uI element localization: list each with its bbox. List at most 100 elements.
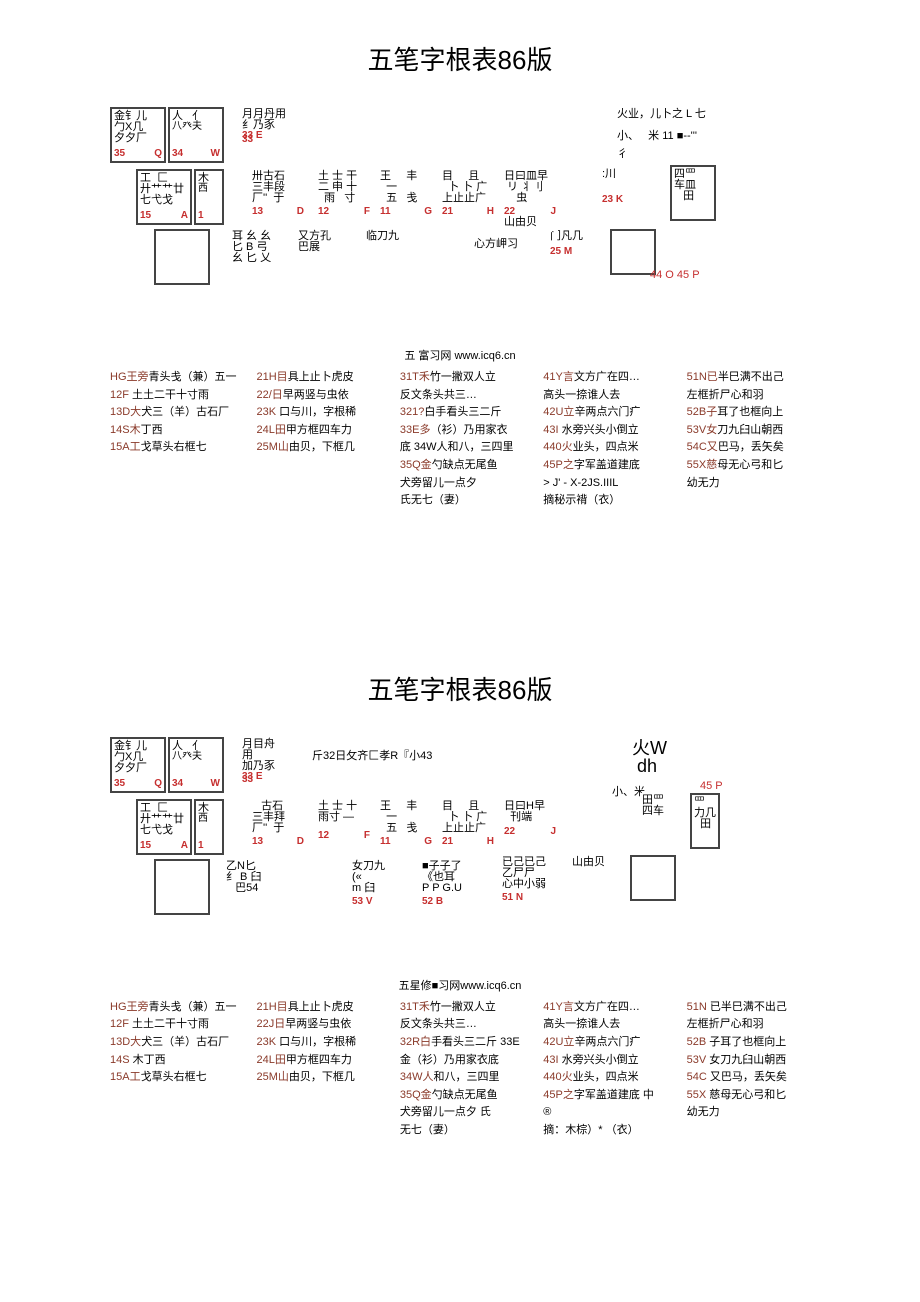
key-glyphs: 罒 力几 田 — [694, 797, 716, 830]
key-cell: 王 丰 一 五 戋11G — [378, 169, 434, 219]
key-cell: 临刀九 — [364, 229, 420, 279]
key-cell: 45 P — [698, 779, 728, 793]
chart-page-1: 五笔字根表86版 金钅儿 勹X几 夕夕厂35Q人 亻八癶夫34W月月丹用 纟乃豕… — [0, 0, 920, 630]
site-label-2: 五星修■习网www.icq6.cn — [0, 977, 920, 993]
page-title-2: 五笔字根表86版 — [0, 670, 920, 707]
mnemonic-line: HG王旁青头戋（兼）五一 — [110, 999, 237, 1017]
mnemonic-line: 21H目具上止卜虎皮 — [257, 369, 380, 387]
key-cell: :川23 K — [600, 167, 640, 207]
mnemonic-line: 23K 口与川，字根稀 — [257, 1034, 380, 1052]
mnemonic-line: 21H目具上止卜虎皮 — [257, 999, 380, 1017]
key-glyphs: 目 且 卜 卜 广 上止止广 — [442, 171, 494, 204]
key-number: 1 — [198, 211, 204, 221]
mnemonic-line: 15A工戈草头右框七 — [110, 1069, 237, 1087]
key-cell: 罒 力几 田 — [690, 793, 720, 849]
key-cell: 金钅儿 勹X几 夕夕厂35Q — [110, 737, 166, 793]
mnemonic-line: 13D大犬三（羊）古石厂 — [110, 404, 237, 422]
mnemonic-line: 24L田甲方框四车力 — [257, 1052, 380, 1070]
mnemonic-line: 底 34W人和八，三四里 — [400, 439, 523, 457]
mnemonic-line: 左框折尸心和羽 — [687, 1016, 810, 1034]
mnemonic-line: 440火业头，四点米 — [543, 1069, 666, 1087]
key-glyphs: 金钅儿 勹X几 夕夕厂 — [114, 741, 162, 774]
mnemonic-line: 43I 水旁兴头小倒立 — [543, 422, 666, 440]
key-cell: 月月丹用 纟乃豕3333 E — [240, 107, 310, 147]
mnemonic-line: 幼无力 — [687, 475, 810, 493]
mnemonic-line: 24L田甲方框四车力 — [257, 422, 380, 440]
key-cell: 工 匚 廾艹艹廿 七弋戈15A — [136, 799, 192, 855]
key-number: 13 — [252, 837, 263, 847]
key-sub: 西 — [198, 814, 220, 824]
key-cell: 月目舟 用 加乃豕3333 E — [240, 737, 300, 787]
key-code: F — [364, 831, 370, 841]
key-glyphs: 山由贝 — [572, 857, 624, 868]
mnemonic-line: 51N 已半巳满不出己 — [687, 999, 810, 1017]
key-number: 35 — [114, 149, 125, 159]
key-number: 1 — [198, 841, 204, 851]
mnemonic-line: 45P之字军盖道建底 中 — [543, 1087, 666, 1105]
mnemonic-line: 42U立辛两点六门疒 — [543, 1034, 666, 1052]
key-number: 22 — [504, 827, 515, 837]
mnemonic-line: 52B 子耳了也框向上 — [687, 1034, 810, 1052]
key-code: Q — [154, 149, 162, 159]
mnemonic-line: 54C 又巴马，丢矢矣 — [687, 1069, 810, 1087]
mnemonic-line: 51N已半巳满不出己 — [687, 369, 810, 387]
key-cell: 木西1 — [194, 169, 224, 225]
key-cell: 工 匚 廾艹艹廿 七弋戈15A — [136, 169, 192, 225]
mnemonic-line: 反文条头共三… — [400, 1016, 523, 1034]
mnemonic-column: HG王旁青头戋（兼）五一12F 土土二干十寸雨13D大犬三（羊）古石厂14S 木… — [110, 999, 237, 1140]
key-code: D — [297, 837, 304, 847]
mnemonic-column: 51N 已半巳满不出己 左框折尸心和羽52B 子耳了也框向上53V 女刀九臼山朝… — [687, 999, 810, 1140]
mnemonic-line: 53V女刀九臼山朝西 — [687, 422, 810, 440]
key-number: 33 — [242, 775, 253, 785]
key-code: H — [487, 837, 494, 847]
key-glyphs: 门凡几 — [550, 231, 596, 242]
key-number: 21 — [442, 207, 453, 217]
key-cell — [630, 855, 676, 901]
mnemonic-line: 14S 木丁西 — [110, 1052, 237, 1070]
key-glyphs: 彳 — [617, 149, 633, 160]
mnemonic-line: 42U立辛两点六门疒 — [543, 404, 666, 422]
mnemonic-line: > J' - X-2JS.IIIL — [543, 475, 666, 493]
key-code: G — [424, 837, 432, 847]
key-code: 25 M — [550, 247, 572, 257]
mnemonic-line: 高头一捺谁人去 — [543, 387, 666, 405]
key-cell: 木西1 — [194, 799, 224, 855]
key-cell: 目 且 卜 卜 广 上止止广21H — [440, 169, 496, 219]
mnemonic-line: 无七（妻） — [400, 1122, 523, 1140]
key-cell: 土 士 干 二 申 十 雨 寸12F — [316, 169, 372, 219]
key-glyphs: 日曰皿早 リ 丬刂 虫 — [504, 171, 556, 204]
key-code: F — [364, 207, 370, 217]
key-cell: 金钅儿 勹X几 夕夕厂 35 Q — [110, 107, 166, 163]
key-cell: 彳 — [615, 147, 635, 161]
mnemonic-line: 23K 口与川，字根稀 — [257, 404, 380, 422]
key-sub: 西 — [198, 184, 220, 194]
key-number: 11 — [380, 207, 391, 217]
key-code: 23 K — [602, 195, 623, 205]
key-glyphs: 山由贝 — [504, 217, 556, 228]
mnemonic-line: 25M山由贝，下框几 — [257, 439, 380, 457]
mnemonic-line: 12F 土土二干十寸雨 — [110, 1016, 237, 1034]
key-glyphs: 45 P — [700, 781, 726, 792]
key-glyphs: 王 丰 一 五 戋 — [380, 801, 432, 834]
mnemonic-line: 53V 女刀九臼山朝西 — [687, 1052, 810, 1070]
mnemonic-line: 321?白手看头三二斤 — [400, 404, 523, 422]
key-glyphs: 金钅儿 勹X几 夕夕厂 — [114, 111, 162, 144]
key-number: 11 — [380, 837, 391, 847]
mnemonic-line: 摘秘示褙（衣） — [543, 492, 666, 510]
key-code: W — [211, 779, 220, 789]
mnemonic-line: 高头一捺谁人去 — [543, 1016, 666, 1034]
key-sub: 八癶夫 — [172, 122, 220, 132]
key-code: 53 V — [352, 897, 373, 907]
key-glyphs: 又方孔 巴展 — [298, 231, 350, 253]
key-glyphs: 月月丹用 纟乃豕 — [242, 109, 308, 131]
key-sub: 八癶夫 — [172, 752, 220, 762]
mnemonic-line: 55X 慈母无心弓和匕 — [687, 1087, 810, 1105]
mnemonics-block-1: HG王旁青头戋（兼）五一12F 土土二干十寸雨13D大犬三（羊）古石厂14S木丁… — [110, 369, 810, 510]
mnemonic-line: 氏无七（妻） — [400, 492, 523, 510]
key-number: 34 — [172, 149, 183, 159]
mnemonic-line: 440火业头，四点米 — [543, 439, 666, 457]
mnemonic-column: 31T禾竹一撇双人立 反文条头共三…321?白手看头三二斤33E多（衫）乃用家衣… — [400, 369, 523, 510]
key-cell: 耳 幺 幺 匕 B 弓 幺 匕 乂 — [230, 229, 286, 279]
mnemonics-block-2: HG王旁青头戋（兼）五一12F 土土二干十寸雨13D大犬三（羊）古石厂14S 木… — [110, 999, 810, 1140]
key-code: A — [181, 841, 188, 851]
